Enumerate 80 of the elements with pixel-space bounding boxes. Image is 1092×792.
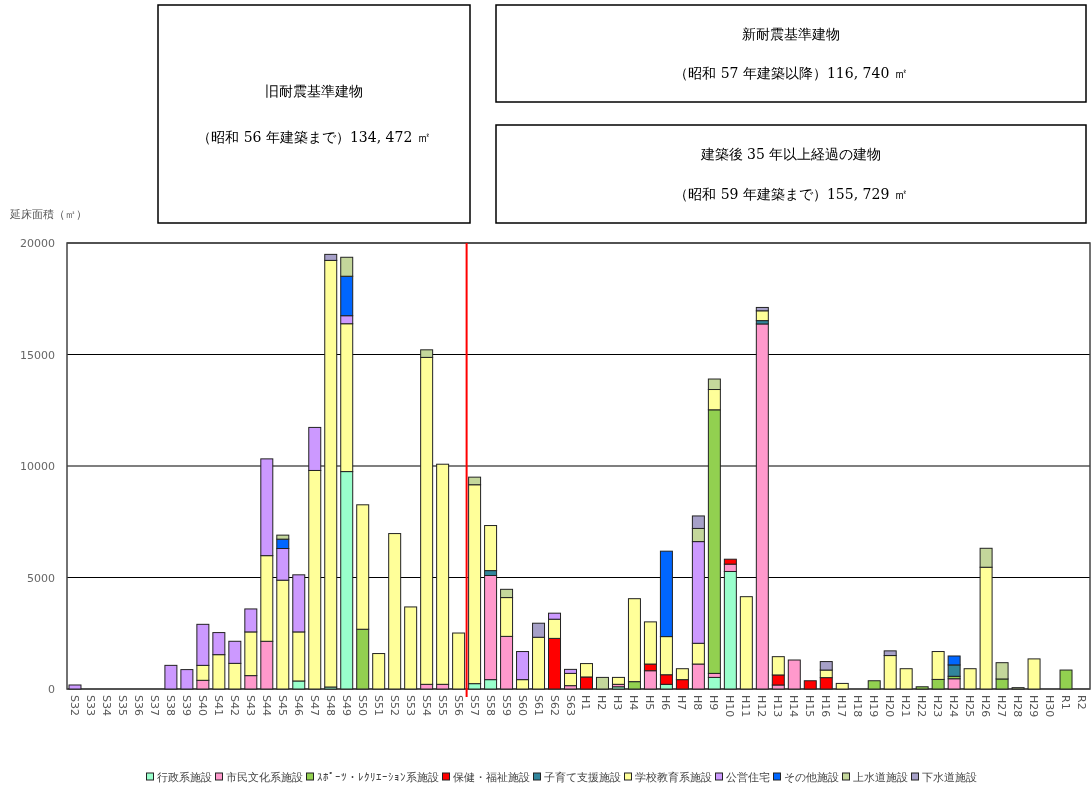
x-tick-label: H18	[851, 695, 865, 718]
x-tick-label: S50	[355, 695, 369, 716]
x-tick-label: S39	[179, 695, 193, 716]
x-tick-label: S59	[499, 695, 513, 716]
x-tick-label: H27	[995, 695, 1009, 718]
x-tick-label: S62	[547, 695, 561, 716]
y-axis-title: 延床面積（㎡）	[9, 208, 87, 221]
x-tick-label: H12	[755, 695, 769, 718]
x-tick-label: H26	[979, 695, 993, 718]
x-tick-label: S37	[147, 695, 161, 716]
y-tick-label: 15000	[20, 348, 55, 362]
x-tick-label: H22	[915, 695, 929, 718]
legend-label: 保健・福祉施設	[452, 771, 530, 784]
x-tick-label: H16	[819, 695, 833, 718]
x-tick-label: S57	[467, 695, 481, 716]
x-tick-label: S60	[515, 695, 529, 716]
y-tick-label: 0	[48, 683, 55, 696]
x-tick-label: H25	[963, 695, 977, 718]
x-tick-label: H14	[787, 695, 801, 718]
x-tick-label: H2	[595, 695, 609, 711]
legend-label: 行政系施設	[156, 771, 212, 784]
legend-label: 下水道施設	[921, 771, 977, 784]
x-tick-label: H23	[931, 695, 945, 718]
x-tick-label: S47	[307, 695, 321, 716]
x-tick-label: H10	[723, 695, 737, 718]
x-tick-label: H5	[643, 695, 657, 711]
x-tick-label: S48	[323, 695, 337, 716]
x-tick-label: S55	[435, 695, 449, 716]
x-tick-label: H30	[1043, 695, 1057, 718]
x-tick-label: S58	[483, 695, 497, 716]
x-tick-label: S41	[211, 695, 225, 716]
x-tick-label: S43	[243, 695, 257, 716]
y-tick-label: 10000	[20, 460, 55, 473]
x-tick-label: S32	[67, 695, 81, 716]
x-tick-label: H1	[579, 695, 593, 711]
x-tick-label: H28	[1011, 695, 1025, 718]
legend-label: 学校教育系施設	[634, 771, 712, 784]
y-tick-label: 20000	[20, 237, 55, 250]
legend-label: ｽﾎﾟｰﾂ・ﾚｸﾘｴｰｼｮﾝ系施設	[316, 771, 439, 784]
x-tick-label: S45	[275, 695, 289, 716]
x-tick-label: H9	[707, 695, 721, 711]
x-tick-label: R2	[1075, 695, 1089, 710]
x-tick-label: H15	[803, 695, 817, 718]
x-tick-label: H20	[883, 695, 897, 718]
x-tick-label: R1	[1059, 695, 1073, 710]
y-tick-label: 5000	[27, 571, 55, 585]
legend-label: 子育て支援施設	[543, 771, 621, 784]
legend-label: その他施設	[783, 771, 839, 784]
x-tick-label: H11	[739, 695, 753, 718]
x-tick-label: S61	[531, 695, 545, 716]
x-tick-label: S46	[291, 695, 305, 716]
x-tick-label: H24	[947, 695, 961, 718]
x-tick-label: H6	[659, 695, 673, 711]
x-tick-label: S42	[227, 695, 241, 716]
x-tick-label: H19	[867, 695, 881, 718]
x-tick-label: H29	[1027, 695, 1041, 718]
x-tick-label: S54	[419, 695, 433, 716]
legend-label: 上水道施設	[852, 771, 908, 784]
x-tick-label: S44	[259, 695, 273, 716]
x-tick-label: H4	[627, 695, 641, 711]
x-tick-label: S33	[83, 695, 97, 716]
x-tick-label: S34	[99, 695, 113, 716]
legend-label: 市民文化系施設	[225, 771, 303, 784]
x-tick-label: S40	[195, 695, 209, 716]
x-tick-label: S53	[403, 695, 417, 716]
x-tick-label: S51	[371, 695, 385, 716]
x-tick-label: H21	[899, 695, 913, 718]
x-tick-label: S38	[163, 695, 177, 716]
x-tick-label: S36	[131, 695, 145, 716]
x-tick-label: S63	[563, 695, 577, 716]
x-tick-label: H3	[611, 695, 625, 711]
x-tick-label: S52	[387, 695, 401, 716]
x-tick-label: H7	[675, 695, 689, 711]
x-tick-label: H8	[691, 695, 705, 711]
x-tick-label: S35	[115, 695, 129, 716]
x-tick-label: S49	[339, 695, 353, 716]
x-tick-label: S56	[451, 695, 465, 716]
x-tick-label: H13	[771, 695, 785, 718]
x-tick-label: H17	[835, 695, 849, 718]
legend-label: 公営住宅	[725, 771, 770, 784]
